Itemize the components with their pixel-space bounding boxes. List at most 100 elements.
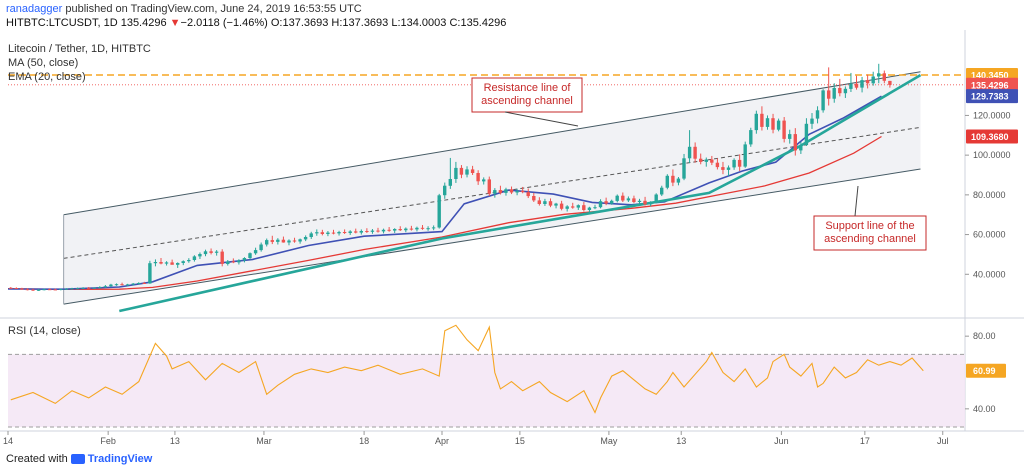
candle-body <box>643 200 647 205</box>
candle-body <box>654 194 658 202</box>
candle <box>687 130 692 164</box>
price-chart[interactable]: 40.0000 60.0000 80.0000 100.0000 120.0000 14 F… <box>0 30 1024 448</box>
candle-body <box>426 228 430 230</box>
publish-line: ranadagger published on TradingView.com,… <box>6 3 362 15</box>
candle-body <box>309 233 313 237</box>
candle-body <box>153 262 158 264</box>
candle <box>64 288 69 290</box>
candle-body <box>682 158 686 179</box>
candle-body <box>281 239 286 243</box>
candle-body <box>198 254 202 257</box>
candle-body <box>482 179 486 182</box>
candle-body <box>710 159 714 163</box>
candle-body <box>743 144 747 167</box>
candle-body <box>454 167 458 179</box>
time-tick-label: Apr <box>435 436 449 446</box>
candle-body <box>75 288 80 290</box>
candle-body <box>726 167 731 170</box>
symbol-line: HITBTC:LTCUSDT, 1D 135.4296 ▼−2.0118 (−1… <box>6 17 506 29</box>
rsi-tick-label: 80.00 <box>973 331 996 341</box>
candle-body <box>231 261 235 263</box>
candle <box>726 165 731 177</box>
candle <box>87 286 91 289</box>
candle-body <box>448 179 452 186</box>
candle <box>849 72 853 92</box>
candle <box>693 142 697 163</box>
candle-body <box>632 198 636 202</box>
candle <box>164 261 169 266</box>
price-tick-label: 60.0000 <box>973 230 1006 240</box>
candle-body <box>87 287 91 289</box>
candle <box>615 194 619 203</box>
candle-body <box>131 283 135 285</box>
candle <box>281 236 286 243</box>
candle-body <box>504 189 508 193</box>
tradingview-logo-icon <box>70 454 85 465</box>
candle <box>699 153 703 165</box>
symbol-name: HITBTC:LTCUSDT, 1D <box>6 17 118 29</box>
candle <box>537 197 541 206</box>
legend-main: Litecoin / Tether, 1D, HITBTC <box>8 43 151 55</box>
candle <box>587 206 592 215</box>
candle-body <box>754 113 758 131</box>
candle-body <box>882 73 886 81</box>
support-channel-line <box>63 168 921 305</box>
rsi-line <box>10 324 924 414</box>
candle-body <box>14 288 18 289</box>
candle-body <box>287 240 291 243</box>
candle <box>48 288 52 291</box>
rsi-badge: 60.99 <box>966 363 1006 378</box>
candle <box>253 247 258 255</box>
candle-body <box>843 88 848 94</box>
candle <box>331 229 336 235</box>
candle <box>9 286 13 289</box>
candle <box>526 188 530 199</box>
candle-body <box>871 76 875 84</box>
candle <box>187 258 191 263</box>
candle <box>871 71 875 86</box>
candle-body <box>554 203 558 206</box>
candle <box>520 186 525 194</box>
candle <box>387 227 391 232</box>
published-text: published on TradingView.com, June 24, 2… <box>65 3 362 15</box>
candle-body <box>226 261 230 264</box>
candle <box>320 229 324 236</box>
candle-body <box>342 232 347 233</box>
candle <box>621 192 625 203</box>
candle <box>604 197 608 206</box>
candle-body <box>849 83 853 89</box>
candle <box>671 169 675 187</box>
rsi-layer <box>8 324 965 428</box>
candle <box>754 110 758 134</box>
candle <box>303 235 308 242</box>
candle <box>610 199 614 205</box>
axes-layer: 40.0000 60.0000 80.0000 100.0000 120.0000 14 F… <box>3 68 1018 446</box>
candle <box>643 196 647 206</box>
candle-body <box>865 80 870 84</box>
candle <box>710 155 714 166</box>
candle <box>431 225 436 231</box>
candle-body <box>660 187 664 195</box>
candle-body <box>431 227 436 229</box>
candle <box>103 285 107 288</box>
candle <box>827 67 831 106</box>
candle <box>843 86 848 98</box>
candle-body <box>526 192 530 197</box>
tradingview-brand-link[interactable]: TradingView <box>87 453 153 465</box>
time-tick-label: 14 <box>3 436 13 446</box>
candle <box>504 187 508 196</box>
author-link[interactable]: ranadagger <box>6 3 63 15</box>
candle-body <box>559 203 564 209</box>
candle <box>443 182 447 199</box>
candle-body <box>409 228 414 230</box>
candle-body <box>120 284 124 286</box>
candle <box>509 186 514 195</box>
candle <box>476 170 480 185</box>
candle-body <box>9 287 13 289</box>
candle <box>838 78 842 97</box>
candle <box>470 165 475 175</box>
candle <box>31 288 35 291</box>
time-tick-label: Jun <box>774 436 789 446</box>
candle-body <box>571 206 575 208</box>
price-tick-label: 80.0000 <box>973 190 1006 200</box>
